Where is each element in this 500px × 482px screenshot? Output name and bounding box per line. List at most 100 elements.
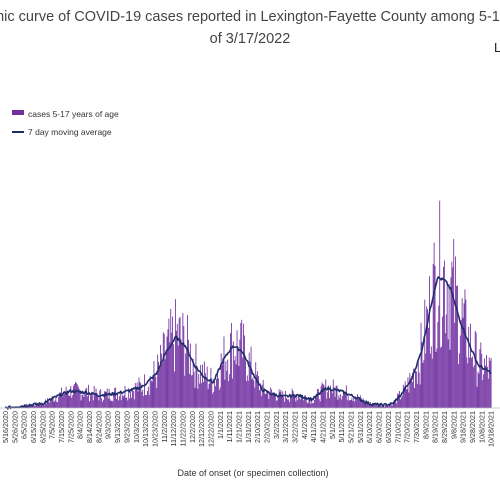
x-tick-label: 5/26/2020 — [10, 411, 19, 443]
case-bar — [413, 368, 414, 408]
case-bar — [189, 343, 191, 408]
case-bar — [445, 314, 447, 408]
case-bar — [129, 398, 131, 408]
x-tick-label: 7/15/2020 — [57, 411, 66, 443]
case-bar — [375, 403, 377, 408]
case-bar — [115, 387, 117, 408]
case-bar — [82, 394, 84, 408]
case-bar — [360, 397, 362, 408]
case-bar — [125, 398, 127, 408]
case-bar — [203, 361, 205, 408]
case-bar — [366, 403, 368, 408]
x-tick-label: 1/1/2021 — [216, 411, 225, 439]
case-bar — [75, 382, 76, 408]
case-bar — [24, 406, 26, 408]
case-bar — [300, 399, 301, 408]
case-bar — [249, 361, 251, 408]
case-bar — [171, 332, 173, 408]
case-bar — [143, 396, 145, 408]
case-bar — [30, 405, 32, 408]
case-bar — [39, 404, 41, 408]
x-tick-label: 6/5/2020 — [20, 411, 29, 439]
case-bar — [79, 390, 81, 408]
case-bar — [466, 357, 468, 408]
case-bar — [467, 363, 469, 408]
case-bar — [476, 386, 478, 408]
case-bar — [473, 365, 475, 408]
case-bar — [399, 390, 400, 408]
case-bar — [60, 392, 61, 408]
case-bar — [303, 395, 305, 408]
case-bar — [384, 406, 386, 408]
x-tick-label: 10/23/2020 — [150, 411, 159, 447]
case-bar — [316, 388, 318, 408]
case-bar — [363, 401, 365, 408]
x-tick-label: 9/23/2020 — [122, 411, 131, 443]
case-bar — [438, 305, 440, 408]
case-bar — [490, 358, 492, 408]
case-bar — [435, 351, 437, 408]
case-bar — [76, 384, 78, 408]
case-bar — [418, 372, 420, 408]
case-bar — [123, 395, 125, 408]
case-bar — [67, 392, 69, 408]
case-bar — [224, 379, 226, 408]
case-bar — [132, 390, 134, 408]
case-bar — [202, 364, 203, 408]
x-tick-label: 10/18/2021 — [487, 411, 496, 447]
case-bar — [254, 387, 256, 408]
case-bar — [320, 386, 322, 408]
case-bar — [43, 403, 45, 408]
case-bar — [237, 347, 239, 408]
case-bar — [328, 385, 329, 408]
case-bar — [116, 399, 117, 408]
case-bar — [170, 308, 172, 408]
case-bar — [251, 379, 253, 408]
x-tick-label: 9/8/2021 — [449, 411, 458, 439]
case-bar — [268, 398, 270, 408]
x-tick-label: 6/25/2020 — [38, 411, 47, 443]
case-bar — [336, 385, 338, 408]
case-bar — [92, 400, 94, 408]
case-bar — [429, 276, 430, 408]
case-bar — [178, 318, 180, 408]
case-bar — [246, 375, 248, 408]
case-bar — [194, 387, 196, 408]
case-bar — [255, 362, 257, 408]
case-bar — [240, 323, 242, 408]
case-bar — [180, 339, 182, 408]
case-bar — [94, 394, 96, 408]
x-tick-label: 6/20/2021 — [375, 411, 384, 443]
case-bar — [75, 383, 77, 408]
case-bar — [468, 326, 470, 408]
case-bar — [112, 401, 114, 408]
case-bar — [213, 391, 215, 408]
case-bar — [192, 358, 194, 408]
case-bar — [252, 377, 254, 408]
case-bar — [162, 332, 164, 408]
case-bar — [391, 406, 393, 408]
case-bar — [314, 399, 315, 408]
legend-label-moving-average: 7 day moving average — [28, 127, 112, 137]
case-bar — [436, 348, 438, 408]
moving-average-line — [4, 276, 492, 410]
case-bar — [371, 405, 372, 408]
case-bar — [485, 355, 487, 408]
case-bar — [443, 260, 445, 408]
case-bar — [147, 386, 149, 408]
case-bar — [355, 397, 357, 408]
case-bar — [406, 389, 408, 408]
case-bar — [167, 329, 169, 408]
case-bar — [485, 365, 486, 408]
case-bar — [349, 399, 351, 408]
case-bar — [404, 381, 406, 408]
case-bar — [414, 387, 415, 408]
case-bar — [347, 396, 349, 408]
x-tick-label: 7/5/2020 — [48, 411, 57, 439]
case-bar — [282, 391, 284, 408]
case-bar — [342, 395, 344, 408]
case-bar — [93, 385, 95, 408]
case-bar — [361, 401, 363, 408]
case-bar — [457, 285, 458, 408]
chart-title-line-2: of 3/17/2022 — [209, 31, 291, 47]
